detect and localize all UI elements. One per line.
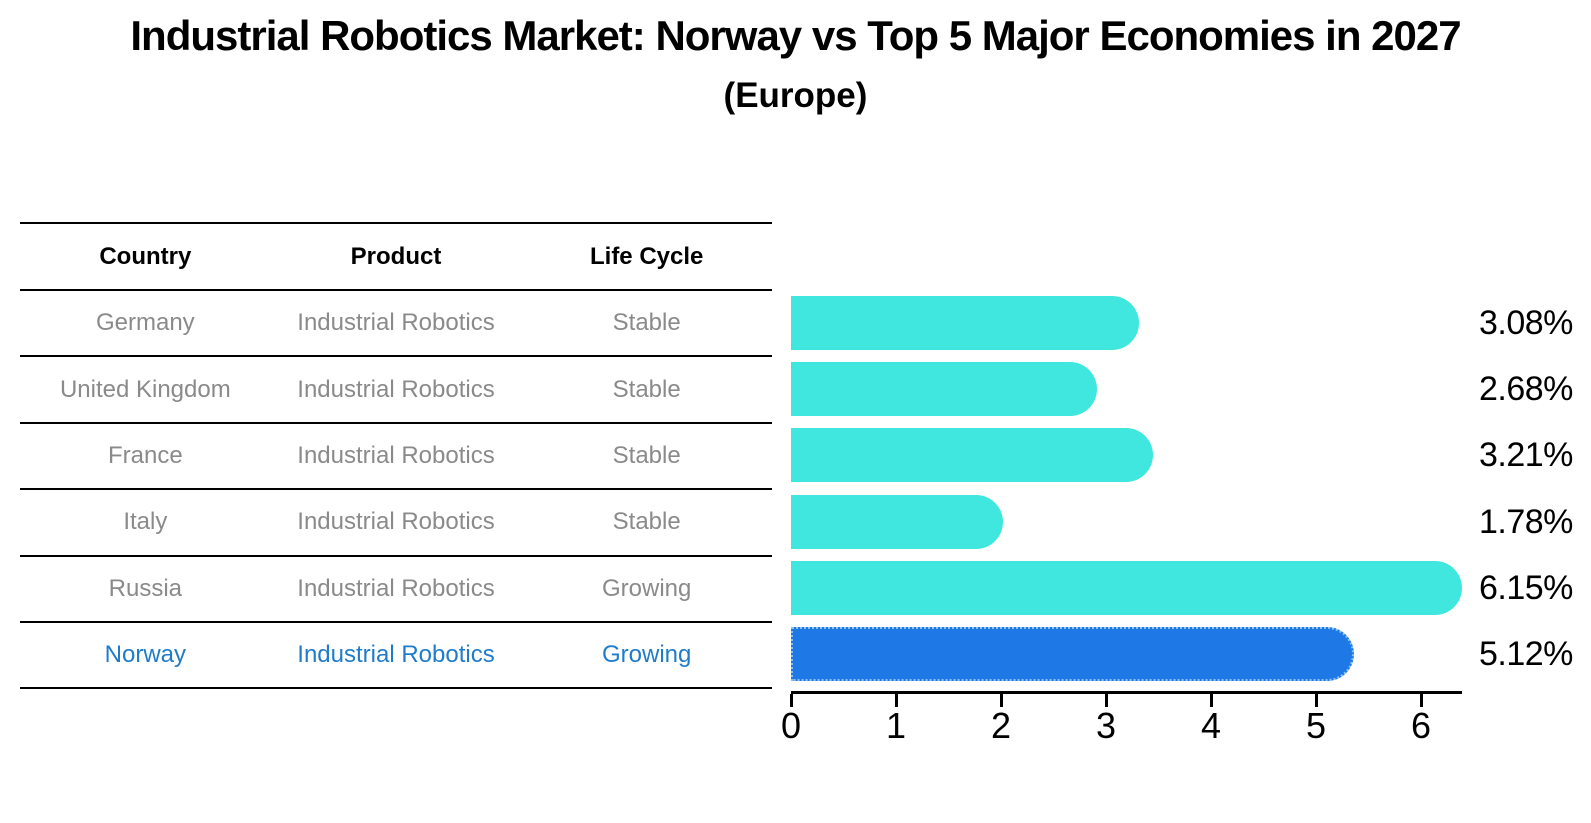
x-axis-tick-2: [999, 694, 1003, 707]
table-row-france: France Industrial Robotics Stable: [20, 424, 772, 491]
bar-italy: [791, 494, 1003, 549]
bar-united-kingdom: [791, 362, 1098, 417]
x-axis-tick-label-4: 4: [1200, 705, 1222, 746]
x-axis-tick-4: [1209, 694, 1213, 707]
bar-germany: [791, 296, 1140, 350]
x-axis-tick-label-0: 0: [780, 705, 802, 746]
value-label-united-kingdom: 2.68%: [1479, 370, 1573, 409]
column-header-life-cycle: Life Cycle: [589, 242, 704, 270]
x-axis-tick-0: [789, 694, 793, 707]
x-axis-tick-5: [1314, 694, 1318, 707]
bar-norway: [791, 627, 1354, 681]
country-cell: Italy: [123, 508, 168, 536]
x-axis-tick-label-6: 6: [1410, 705, 1432, 746]
country-cell: Russia: [108, 574, 183, 602]
x-axis-tick-1: [894, 694, 898, 707]
table-body: Germany Industrial Robotics Stable United K…: [20, 291, 772, 690]
table-row-germany: Germany Industrial Robotics Stable: [20, 291, 772, 358]
table-row-norway: Norway Industrial Robotics Growing: [20, 623, 772, 690]
chart-subtitle: (Europe): [723, 76, 868, 115]
bar-russia: [791, 560, 1462, 615]
column-header-country: Country: [99, 242, 192, 270]
product-cell: Industrial Robotics: [297, 309, 495, 337]
country-cell: Norway: [104, 641, 187, 669]
life-cycle-cell: Stable: [612, 375, 681, 403]
x-axis-tick-label-1: 1: [885, 705, 907, 746]
product-cell: Industrial Robotics: [297, 375, 495, 403]
x-axis-tick-6: [1419, 694, 1423, 707]
life-cycle-cell: Growing: [601, 574, 692, 602]
life-cycle-cell: Stable: [612, 441, 681, 469]
value-label-germany: 3.08%: [1479, 304, 1573, 342]
product-cell: Industrial Robotics: [297, 641, 495, 669]
comparison-table: Country Product Life Cycle Germany Indust…: [20, 222, 772, 690]
x-axis-tick-label-3: 3: [1095, 705, 1117, 746]
bar-france: [791, 428, 1154, 483]
chart-title: Industrial Robotics Market: Norway vs To…: [130, 12, 1461, 59]
country-cell: France: [107, 441, 183, 469]
country-cell: Germany: [95, 309, 195, 337]
x-axis-line: [791, 691, 1462, 694]
country-cell: United Kingdom: [59, 375, 231, 403]
table-row-united-kingdom: United Kingdom Industrial Robotics Stable: [20, 357, 772, 424]
product-cell: Industrial Robotics: [297, 574, 495, 602]
column-header-product: Product: [350, 242, 442, 270]
product-cell: Industrial Robotics: [297, 508, 495, 536]
value-label-italy: 1.78%: [1479, 502, 1573, 541]
table-row-italy: Italy Industrial Robotics Stable: [20, 490, 772, 557]
life-cycle-cell: Stable: [612, 309, 681, 337]
life-cycle-cell: Growing: [601, 641, 692, 669]
table-row-russia: Russia Industrial Robotics Growing: [20, 557, 772, 623]
value-label-russia: 6.15%: [1479, 568, 1573, 607]
table-header-row: Country Product Life Cycle: [20, 224, 772, 291]
x-axis-tick-label-5: 5: [1305, 705, 1327, 746]
value-label-norway: 5.12%: [1479, 635, 1573, 673]
product-cell: Industrial Robotics: [297, 441, 495, 469]
x-axis-tick-label-2: 2: [990, 705, 1012, 746]
life-cycle-cell: Stable: [612, 508, 681, 536]
value-label-france: 3.21%: [1479, 436, 1573, 475]
x-axis-tick-3: [1104, 694, 1108, 707]
